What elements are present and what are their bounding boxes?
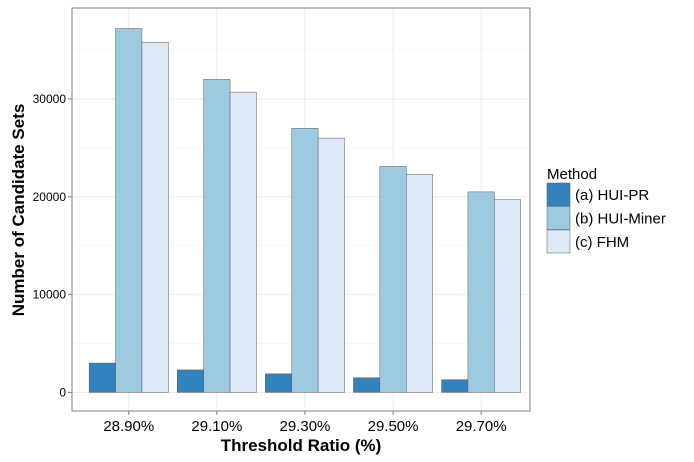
legend-title: Method — [547, 166, 597, 183]
legend: Method (a) HUI-PR (b) HUI-Miner (c) FHM — [546, 166, 666, 254]
bar-1-1 — [88, 362, 116, 393]
panel-border — [71, 7, 531, 412]
y-axis: 0 10000 20000 30000 — [33, 92, 72, 399]
bar-2-1 — [115, 28, 143, 393]
bar-1-3 — [265, 373, 293, 393]
bar-3-3 — [317, 137, 345, 393]
bar-3-2 — [229, 91, 257, 393]
bar-1-4 — [353, 377, 381, 393]
bar-1-2 — [177, 369, 204, 393]
x-tick-label: 29.70% — [456, 418, 507, 435]
bar-3-4 — [406, 174, 433, 393]
x-axis: 28.90% 29.10% 29.30% 29.50% 29.70% — [103, 411, 507, 435]
bars — [88, 28, 522, 393]
legend-swatch — [546, 206, 571, 230]
bar-3-5 — [494, 199, 522, 393]
legend-swatch — [546, 182, 571, 207]
bar-3-1 — [141, 41, 169, 393]
legend-swatch — [546, 229, 571, 254]
x-tick-label: 28.90% — [103, 418, 154, 435]
x-tick-label: 29.50% — [368, 418, 419, 435]
y-tick-label: 30000 — [33, 92, 67, 106]
y-tick-label: 10000 — [33, 288, 67, 302]
legend-label: (b) HUI-Miner — [575, 211, 666, 228]
y-axis-title: Number of Candidate Sets — [9, 104, 28, 317]
bar-2-2 — [203, 79, 231, 393]
y-tick-label: 20000 — [33, 190, 67, 204]
bar-2-5 — [467, 191, 495, 393]
bar-1-5 — [441, 379, 469, 393]
x-tick-label: 29.30% — [280, 418, 331, 435]
bar-2-3 — [291, 128, 319, 393]
x-axis-title: Threshold Ratio (%) — [221, 436, 382, 455]
bar-2-4 — [379, 166, 407, 393]
y-tick-label: 0 — [59, 385, 66, 399]
legend-label: (c) FHM — [575, 234, 629, 251]
x-tick-label: 29.10% — [191, 418, 242, 435]
legend-label: (a) HUI-PR — [575, 187, 649, 204]
